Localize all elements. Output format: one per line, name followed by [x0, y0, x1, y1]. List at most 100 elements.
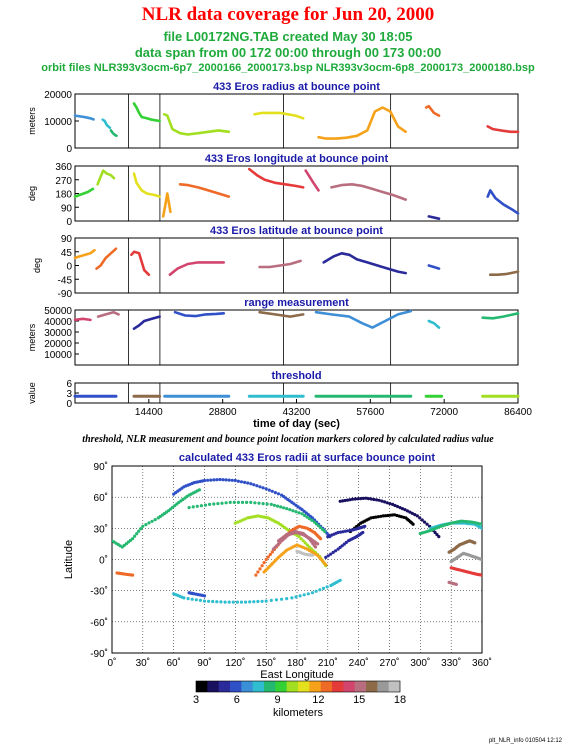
track-point — [270, 550, 274, 554]
track-point — [264, 599, 268, 603]
panel-frame — [74, 309, 519, 366]
track-point — [363, 524, 367, 528]
track-point — [319, 537, 323, 541]
track-point — [267, 488, 271, 492]
colorbar-tick-label: 3 — [193, 694, 199, 706]
data-segment — [258, 259, 302, 269]
track-point — [305, 543, 309, 547]
track-point — [324, 555, 328, 560]
track-point — [260, 564, 264, 568]
track-point — [216, 502, 220, 506]
y-tick-label: 270 — [55, 176, 72, 187]
colorbar-swatch — [309, 681, 322, 692]
track-point — [290, 596, 294, 600]
track-point — [243, 480, 247, 484]
track-point — [137, 529, 141, 533]
track-point — [209, 478, 213, 482]
track-point — [338, 578, 342, 582]
data-segment — [427, 215, 441, 220]
map-y-tick-label: -90˚ — [90, 648, 108, 660]
panel-frame — [74, 165, 519, 222]
map-x-tick-label: 360˚ — [472, 657, 492, 669]
colorbar-swatch — [320, 681, 333, 692]
track-point — [314, 589, 318, 593]
track-point — [232, 500, 236, 504]
colorbar-swatch — [207, 681, 220, 692]
track-point — [380, 499, 384, 503]
track-point — [321, 528, 325, 532]
map-x-axis-label: East Longitude — [260, 669, 333, 681]
track-point — [299, 537, 303, 541]
track-point — [369, 497, 373, 501]
colorbar-swatch — [332, 681, 344, 692]
track-point — [346, 529, 350, 533]
track-point — [411, 522, 415, 526]
colorbar-tick-label: 6 — [234, 694, 240, 706]
map-y-tick-label: 30˚ — [94, 523, 108, 535]
track-point — [239, 600, 244, 604]
y-tick-label: 45 — [61, 248, 73, 259]
map-x-tick-label: 180˚ — [287, 657, 307, 669]
y-tick-label: 90 — [61, 234, 73, 245]
track-point — [227, 600, 231, 604]
track-point — [316, 542, 320, 546]
data-segment — [161, 192, 172, 218]
y-tick-label: 40000 — [44, 317, 72, 328]
track-point — [302, 593, 306, 597]
track-point — [437, 535, 441, 539]
track-point — [454, 582, 458, 587]
track-point — [480, 573, 482, 577]
track-point — [212, 502, 216, 506]
track-point — [393, 503, 397, 508]
track-point — [361, 496, 365, 500]
y-tick-label: 30000 — [44, 328, 72, 339]
track-point — [388, 502, 392, 506]
span-line: data span from 00 172 00:00 through 00 1… — [134, 45, 442, 60]
data-segment — [427, 319, 441, 329]
track-point — [194, 598, 198, 602]
track-point — [346, 498, 350, 502]
file-line: file L00172NG.TAB created May 30 18:05 — [163, 29, 413, 44]
track-point — [255, 484, 259, 488]
track-point — [233, 521, 237, 525]
track-point — [348, 498, 352, 502]
track-point — [131, 573, 135, 577]
data-segment — [96, 310, 120, 318]
y-tick-label: 180 — [55, 190, 72, 201]
track-point — [211, 599, 215, 604]
track-point — [323, 529, 327, 534]
y-tick-label: 0 — [66, 217, 72, 228]
track-point — [139, 527, 143, 531]
track-point — [256, 570, 260, 574]
y-tick-label: 360 — [55, 162, 72, 173]
track-point — [206, 478, 210, 482]
data-segment — [132, 315, 161, 331]
track-point — [356, 497, 360, 501]
track-point — [207, 599, 211, 603]
track-point — [273, 491, 277, 495]
track-point — [254, 573, 258, 577]
track-point — [218, 477, 222, 482]
track-point — [433, 530, 437, 535]
track-point — [374, 515, 378, 519]
map-x-tick-label: 240˚ — [349, 657, 369, 669]
map-x-tick-label: 210˚ — [318, 657, 338, 669]
colorbar-swatch — [196, 681, 208, 692]
track-point — [231, 600, 235, 604]
colorbar-swatch — [388, 681, 401, 692]
track-point — [325, 585, 329, 589]
colorbar-swatch — [230, 681, 242, 692]
panel-title: threshold — [271, 370, 321, 382]
colorbar-swatch — [377, 681, 390, 692]
data-segment — [95, 247, 118, 270]
track-point — [384, 514, 388, 518]
x-tick-label: 86400 — [504, 407, 532, 418]
track-point — [224, 478, 228, 482]
track-point — [381, 514, 385, 518]
track-point — [343, 498, 347, 503]
y-tick-label: 90 — [61, 203, 73, 214]
colorbar-frame — [195, 680, 401, 693]
colorbar-label: kilometers — [273, 707, 324, 719]
track-point — [480, 526, 482, 530]
